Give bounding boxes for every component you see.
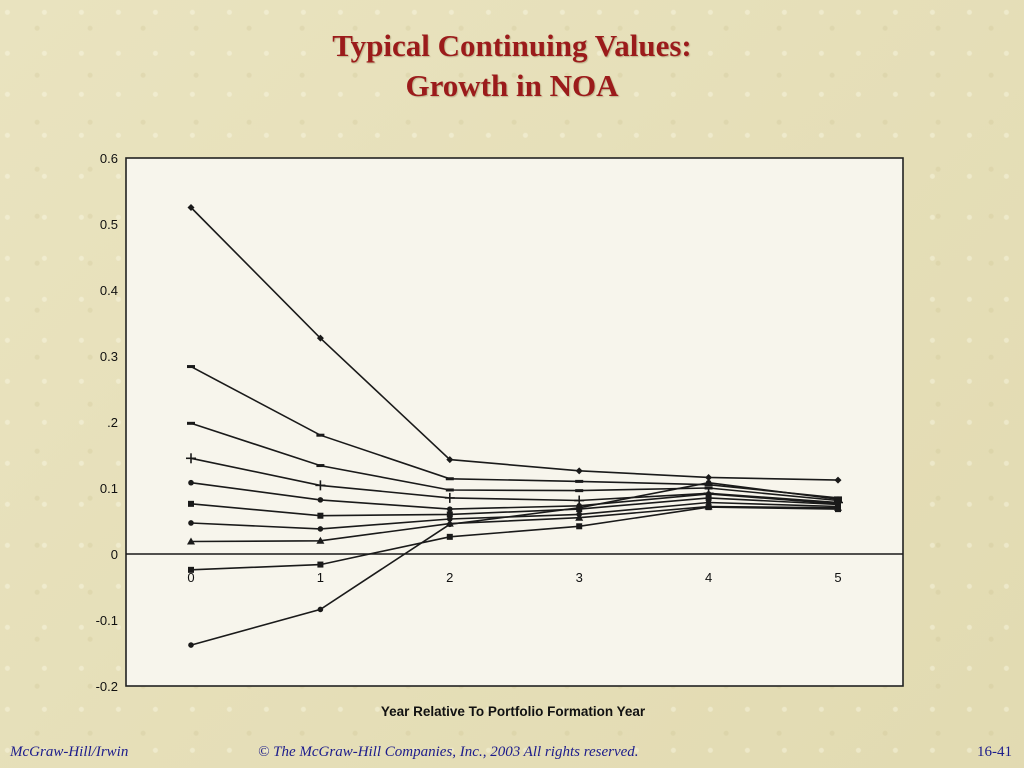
y-tick-label: 0.1 <box>100 481 118 496</box>
data-point <box>316 464 325 468</box>
x-tick-label: 4 <box>705 570 712 585</box>
data-point <box>317 512 324 519</box>
data-point <box>317 561 324 568</box>
data-point <box>316 536 325 544</box>
data-point <box>704 486 713 490</box>
footer-copyright: © The McGraw-Hill Companies, Inc., 2003 … <box>258 744 639 760</box>
data-point <box>317 606 324 613</box>
series-1 <box>187 204 842 484</box>
data-point <box>188 566 194 573</box>
y-tick-label: 0.5 <box>100 217 118 232</box>
data-point <box>705 479 712 486</box>
data-point <box>446 533 453 540</box>
data-point <box>187 365 195 369</box>
y-tick-label: -0.1 <box>96 613 118 628</box>
data-point <box>315 480 326 491</box>
y-tick-label: 0 <box>111 547 118 562</box>
data-point <box>188 500 194 507</box>
series-line <box>190 481 839 646</box>
data-point <box>447 516 453 522</box>
data-point <box>835 506 841 513</box>
slide-title-line-2: Growth in NOA <box>405 68 619 103</box>
series-group <box>186 204 843 648</box>
data-point <box>186 453 196 464</box>
series-line <box>190 365 839 499</box>
data-point <box>444 492 455 503</box>
data-point <box>575 489 584 493</box>
axes: 0.6 0.5 0.4 0.3 .2 0.1 0 -0.1 -0.2 0 1 2 3 4 5 <box>96 151 903 694</box>
data-point <box>447 506 453 512</box>
data-point <box>187 204 195 211</box>
series-line <box>190 422 839 502</box>
data-point <box>445 477 454 481</box>
data-point <box>188 642 194 648</box>
data-point <box>705 473 713 481</box>
slide-title: Typical Continuing Values: Growth in NOA <box>0 26 1024 106</box>
data-point <box>316 433 325 437</box>
data-point <box>447 521 453 528</box>
x-tick-label: 5 <box>834 570 841 585</box>
data-point <box>576 523 583 530</box>
y-tick-label: .2 <box>107 415 118 430</box>
series-line <box>190 497 839 517</box>
data-point <box>188 520 194 526</box>
data-point <box>446 511 453 518</box>
data-point <box>575 513 584 521</box>
data-point <box>705 494 712 501</box>
y-tick-label: 0.4 <box>100 283 118 298</box>
series-9 <box>188 504 841 573</box>
x-axis-title: Year Relative To Portfolio Formation Yea… <box>381 704 646 719</box>
x-tick-label: 0 <box>187 570 194 585</box>
data-point <box>317 526 324 532</box>
footer-publisher: McGraw-Hill/Irwin <box>10 744 129 760</box>
series-10 <box>188 479 841 648</box>
data-point <box>317 497 324 503</box>
series-line <box>190 481 839 510</box>
data-point <box>835 496 841 503</box>
x-tick-label: 3 <box>576 570 583 585</box>
data-point <box>188 479 194 486</box>
data-point <box>575 479 584 483</box>
plot-area <box>125 157 904 687</box>
slide-title-line-1: Typical Continuing Values: <box>332 28 692 63</box>
y-tick-label: 0.3 <box>100 349 118 364</box>
data-point <box>446 456 454 464</box>
data-point <box>187 537 195 545</box>
footer-page-number: 16-41 <box>977 744 1012 760</box>
x-tick-label: 2 <box>446 570 453 585</box>
data-point <box>576 505 582 511</box>
series-line <box>190 206 839 481</box>
data-point <box>705 504 712 511</box>
y-tick-label: 0.6 <box>100 151 118 166</box>
data-point <box>316 334 324 342</box>
data-point <box>575 467 583 475</box>
y-tick-label: -0.2 <box>96 679 118 694</box>
series-line <box>190 506 839 571</box>
x-tick-label: 1 <box>317 570 324 585</box>
data-point <box>187 421 195 425</box>
data-point <box>445 488 454 492</box>
data-point <box>834 476 842 484</box>
